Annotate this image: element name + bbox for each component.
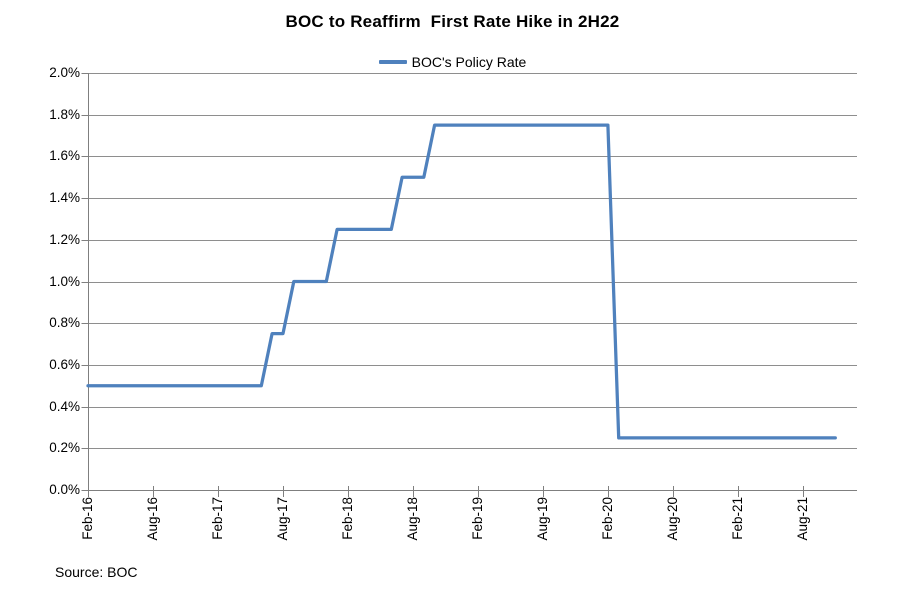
legend-label: BOC's Policy Rate xyxy=(411,54,527,70)
y-axis-label: 1.2% xyxy=(49,231,80,247)
x-axis-label: Feb-16 xyxy=(80,497,95,540)
y-axis-label: 0.4% xyxy=(49,398,80,414)
x-axis-label: Aug-18 xyxy=(404,497,420,541)
x-axis-label: Aug-16 xyxy=(144,497,160,541)
x-axis-label: Aug-17 xyxy=(274,497,290,541)
x-axis-label: Aug-20 xyxy=(664,497,680,541)
x-axis-label: Feb-21 xyxy=(729,497,745,540)
legend-line-swatch xyxy=(378,60,407,64)
y-axis-label: 0.8% xyxy=(49,315,80,331)
x-axis-label: Feb-18 xyxy=(339,497,355,540)
x-axis-label: Aug-19 xyxy=(534,497,550,541)
x-axis-label: Feb-17 xyxy=(209,497,225,540)
x-axis-label: Feb-19 xyxy=(469,497,485,540)
source-note: Source: BOC xyxy=(55,564,138,580)
y-axis-label: 1.8% xyxy=(49,106,80,122)
x-axis-label: Feb-20 xyxy=(599,497,615,540)
y-axis-label: 0.2% xyxy=(49,440,80,456)
y-axis-label: 1.6% xyxy=(49,148,80,164)
y-axis-label: 0.6% xyxy=(49,356,80,372)
policy-rate-line xyxy=(86,123,837,440)
legend: BOC's Policy Rate xyxy=(0,54,905,70)
y-axis-label: 2.0% xyxy=(49,65,80,80)
chart-title: BOC to Reaffirm First Rate Hike in 2H22 xyxy=(285,12,620,31)
y-axis-label: 0.0% xyxy=(49,482,80,497)
x-axis-label: Aug-21 xyxy=(794,497,810,541)
y-axis-label: 1.0% xyxy=(49,273,80,289)
y-axis-label: 1.4% xyxy=(49,190,80,206)
